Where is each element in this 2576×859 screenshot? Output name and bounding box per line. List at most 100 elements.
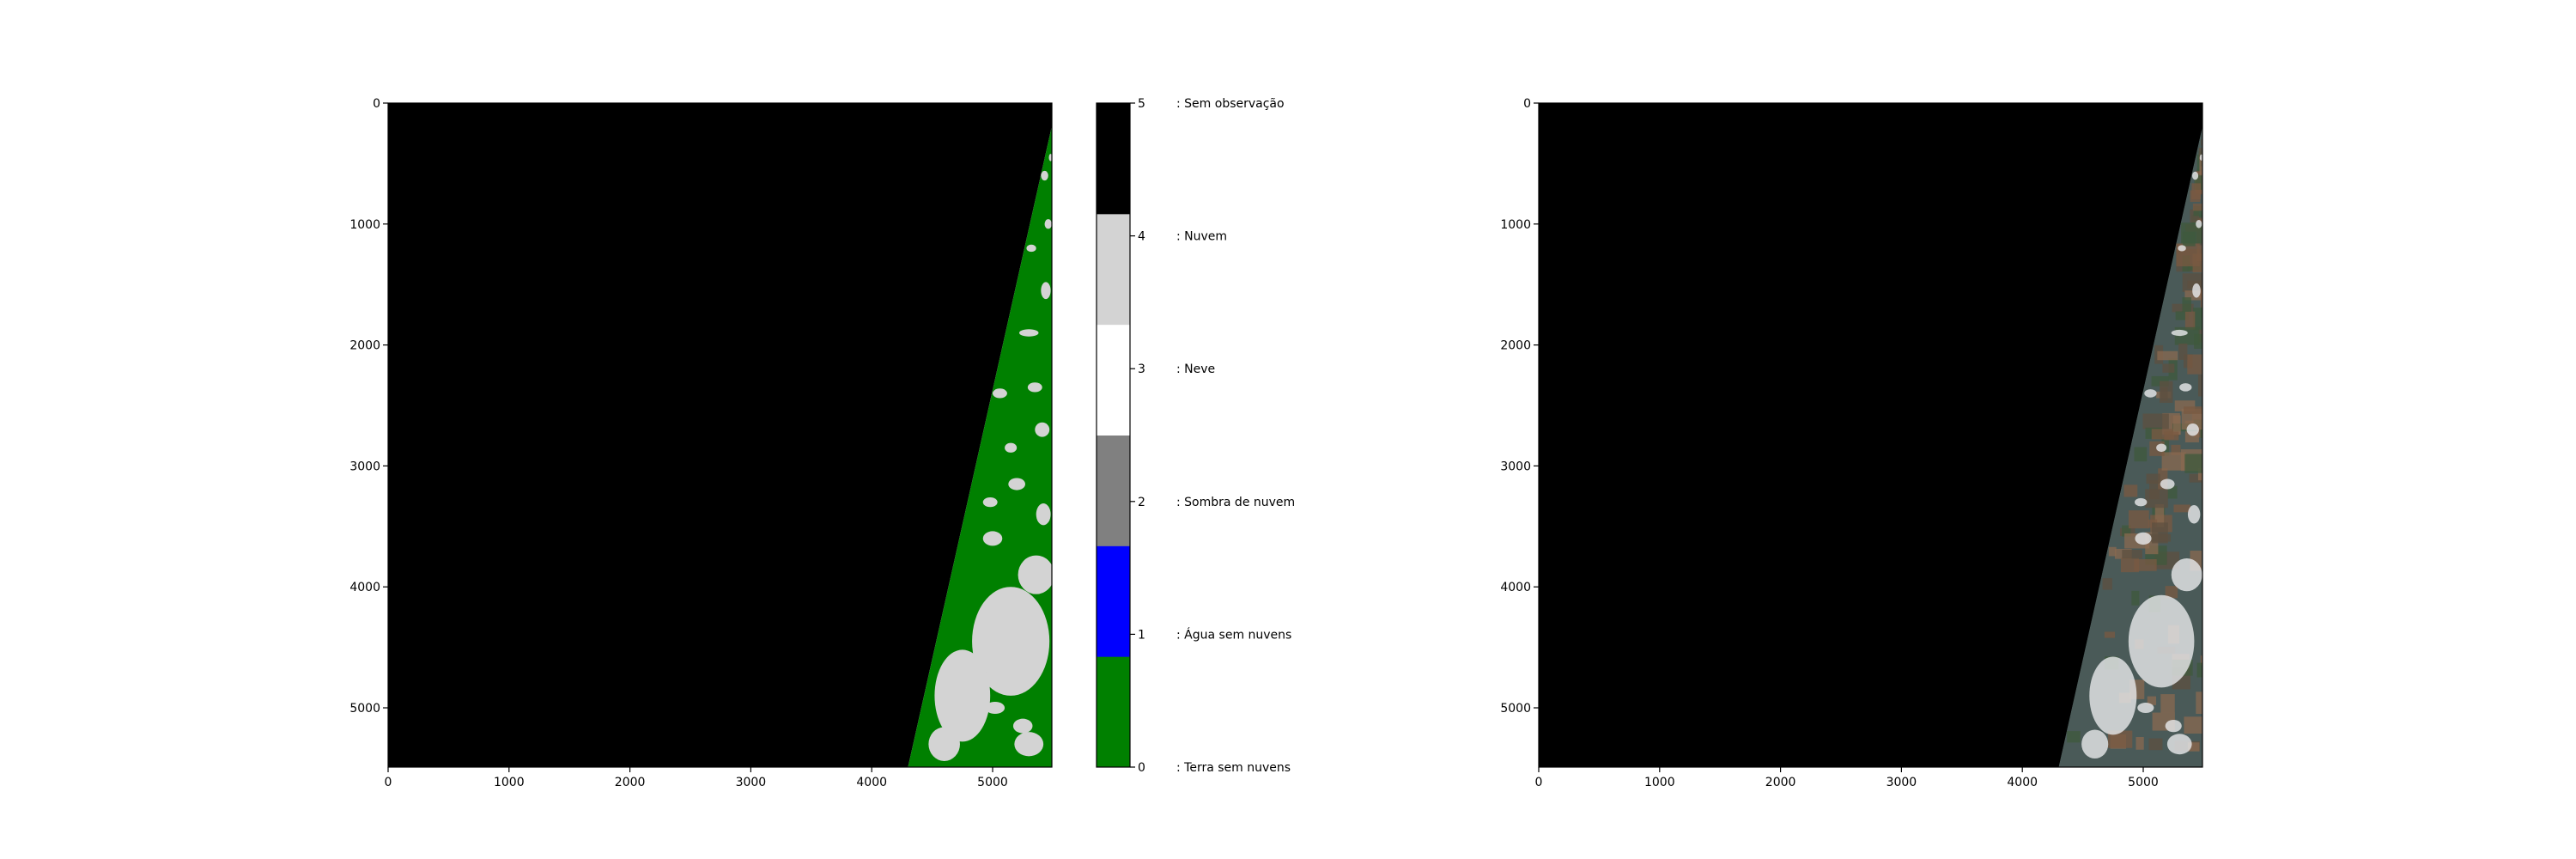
cloud-patch	[982, 497, 998, 508]
field-parcel	[2162, 363, 2175, 373]
cloud-patch	[985, 701, 1005, 715]
cloud-patch	[1008, 478, 1026, 490]
field-parcel	[2161, 452, 2186, 471]
class-map-panel: 0 1000 2000 3000 4000 5000 0 1000 2000 3000 4000 50…	[349, 97, 1053, 789]
cloud	[2179, 383, 2192, 392]
cloud	[2156, 443, 2167, 453]
cloud	[2128, 594, 2195, 688]
y-tick-label: 0	[1523, 97, 1531, 111]
field-parcel	[2122, 549, 2143, 559]
legend-class-label: : Sem observação	[1176, 97, 1285, 111]
cloud	[2171, 557, 2202, 592]
field-parcel	[2145, 489, 2168, 509]
field-parcel	[2146, 473, 2160, 484]
x-tick-label: 0	[1535, 776, 1543, 789]
field-parcel	[2200, 305, 2202, 318]
legend-class-label: : Neve	[1176, 362, 1215, 376]
y-tick-label: 1000	[1500, 218, 1531, 232]
y-tick-label: 4000	[349, 581, 380, 594]
cloud-patch	[934, 649, 991, 742]
field-parcel	[2184, 454, 2202, 473]
y-tick-label: 5000	[349, 702, 380, 716]
cloud-patch	[1014, 732, 1044, 757]
field-parcel	[2194, 174, 2202, 190]
cloud-patch	[1018, 329, 1039, 337]
x-tick-label: 1000	[1644, 776, 1675, 789]
field-parcel	[2167, 485, 2178, 499]
axes-frame	[387, 102, 1053, 768]
cloud	[2178, 245, 2186, 252]
field-parcel	[2102, 578, 2112, 590]
x-tick-label: 5000	[2128, 776, 2159, 789]
legend-class-label: : Nuvem	[1176, 230, 1227, 244]
field-parcel	[2196, 662, 2202, 678]
axes-frame	[1538, 102, 2203, 768]
cloud	[2196, 220, 2202, 228]
field-parcel	[2128, 510, 2149, 529]
y-tick-label: 0	[373, 97, 380, 111]
cloud-patch	[1041, 282, 1051, 300]
legend-class-label: : Água sem nuvens	[1176, 627, 1291, 642]
field-parcel	[2201, 139, 2202, 146]
colorbar-segment	[1097, 435, 1130, 546]
field-parcel	[2165, 586, 2178, 599]
field-parcel	[2148, 738, 2163, 751]
cloud	[2166, 734, 2192, 755]
y-tick-label: 3000	[349, 460, 380, 473]
cloud-patch	[1027, 382, 1042, 393]
field-parcel	[2175, 311, 2190, 320]
no-data-mask	[1539, 103, 2202, 767]
cloud-patch	[982, 531, 1003, 546]
cloud-patch	[993, 388, 1007, 399]
field-parcel	[2134, 558, 2157, 571]
field-parcel	[2131, 590, 2140, 606]
y-tick-label: 5000	[1500, 702, 1531, 716]
cloud-patch	[1041, 170, 1048, 181]
legend-class-label: : Sombra de nuvem	[1176, 496, 1295, 509]
colorbar-segment	[1097, 324, 1130, 436]
cloud-patch	[1012, 718, 1033, 734]
x-tick-label: 4000	[2007, 776, 2038, 789]
cloud-patch	[972, 587, 1050, 696]
field-parcel	[2197, 375, 2202, 397]
cloud	[2135, 532, 2152, 545]
y-tick-label: 2000	[349, 339, 380, 353]
field-parcel	[2184, 406, 2202, 414]
field-parcel	[2108, 546, 2117, 557]
cloud-patch	[1026, 244, 1036, 253]
field-parcel	[2154, 503, 2165, 527]
colorbar-tick-label: 1	[1138, 628, 1145, 642]
cloud	[2165, 719, 2182, 733]
cloud-patch	[1044, 219, 1052, 229]
cloud	[2089, 656, 2137, 735]
field-parcel	[2172, 415, 2181, 436]
colorbar-segment	[1097, 656, 1130, 768]
field-parcel	[2189, 473, 2202, 483]
x-tick-label: 3000	[1886, 776, 1917, 789]
field-parcel	[2192, 204, 2202, 211]
field-parcel	[2202, 323, 2210, 330]
cloud	[2199, 154, 2202, 161]
true-color-panel: 0 1000 2000 3000 4000 5000 0 1000 2000 3000 4000 50…	[1500, 97, 2210, 789]
field-parcel	[2192, 308, 2202, 331]
x-tick-label: 2000	[615, 776, 646, 789]
y-tick-label: 3000	[1500, 460, 1531, 473]
cloud-patch	[1048, 154, 1052, 161]
cloud-patch	[1036, 503, 1051, 526]
field-parcel	[2190, 209, 2200, 223]
cloud	[2081, 729, 2109, 759]
cloud-patch	[1018, 555, 1052, 594]
colorbar-tick-label: 2	[1138, 496, 1145, 509]
field-parcel	[2187, 742, 2200, 752]
cloud-patch	[1005, 442, 1018, 453]
field-parcel	[2200, 424, 2202, 438]
colorbar-panel: 0 1 2 3 4 5: Terra sem nuvens: Água sem nuven…	[1096, 97, 1295, 775]
field-parcel	[2147, 696, 2157, 705]
cloud-patch	[1035, 422, 1050, 437]
y-tick-label: 4000	[1500, 581, 1531, 594]
image-content	[1539, 103, 2210, 767]
field-parcel	[2191, 183, 2202, 200]
field-parcel	[2171, 444, 2181, 455]
colorbar-segment	[1097, 545, 1130, 657]
